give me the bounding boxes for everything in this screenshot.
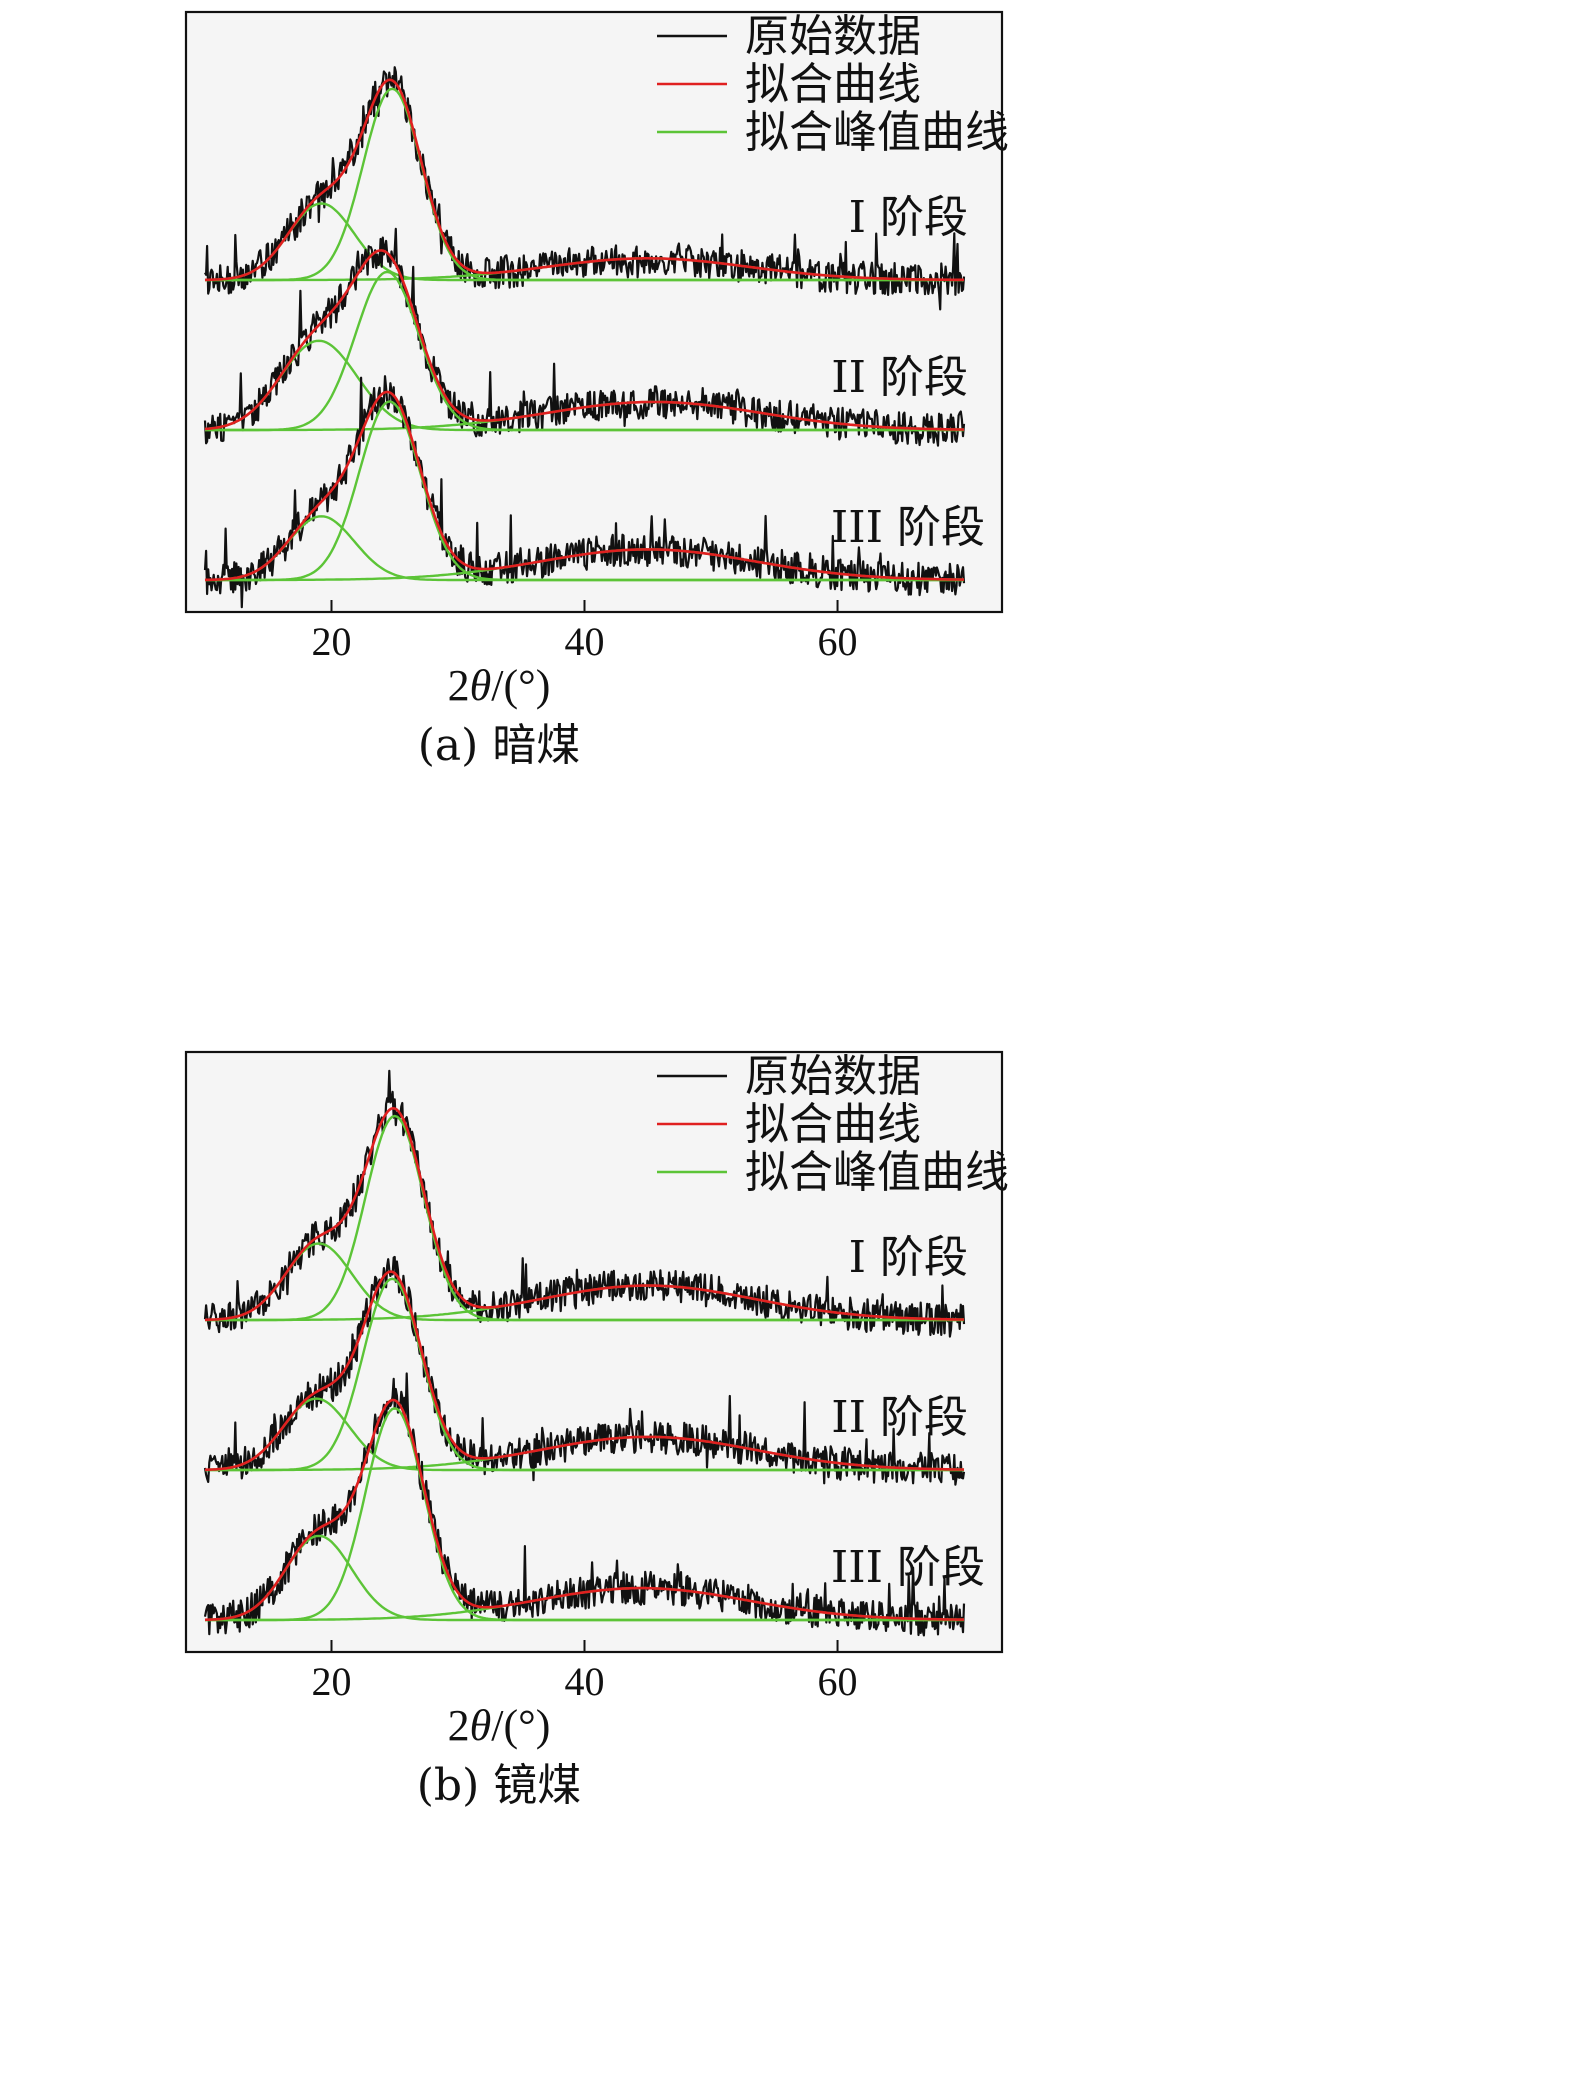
x-tick-label-20: 20 [311, 1659, 351, 1704]
plot-area [186, 1052, 1002, 1652]
x-tick-label-60: 60 [818, 619, 858, 664]
x-axis-label: 2θ/(°) [448, 661, 551, 710]
stage-label-1: I 阶段 [849, 192, 968, 243]
fit-line-2 [204, 249, 965, 431]
raw-data-line-2 [203, 227, 966, 447]
stage-label-3: III 阶段 [831, 502, 985, 553]
raw-data-line-1 [203, 1069, 966, 1338]
peak-fit-line-1-2 [205, 87, 964, 282]
legend-label-2: 拟合曲线 [745, 1099, 921, 1150]
legend-label-3: 拟合峰值曲线 [745, 107, 1009, 158]
raw-data-line-3 [203, 1372, 966, 1637]
stage-label-1: I 阶段 [849, 1232, 968, 1283]
x-tick-label-60: 60 [818, 1659, 858, 1704]
x-tick-label-20: 20 [311, 619, 351, 664]
fit-line-1 [205, 1106, 964, 1322]
peak-fit-line-2-2 [205, 270, 964, 432]
x-axis-label: 2θ/(°) [448, 1701, 551, 1750]
raw-data-line-3 [203, 375, 966, 609]
legend-label-2: 拟合曲线 [745, 59, 921, 110]
legend-label-1: 原始数据 [745, 11, 921, 62]
fit-line-3 [204, 390, 964, 582]
fit-line-2 [204, 1270, 965, 1472]
raw-data-line-1 [204, 66, 966, 311]
fit-line-3 [204, 1398, 964, 1622]
chart-panel-b: I 阶段 II 阶段 III 阶段 20 40 60 原始数据 拟合曲线 拟合峰值曲线 2θ/(°… [0, 1040, 1575, 2080]
peak-fit-line-3-2 [205, 1407, 964, 1622]
peak-fit-line-2-2 [205, 1277, 964, 1472]
legend-label-3: 拟合峰值曲线 [745, 1147, 1009, 1198]
figure-caption: (b) 镜煤 [417, 1760, 581, 1811]
plot-frame [184, 10, 1004, 614]
stage-label-2: II 阶段 [831, 352, 968, 403]
legend-label-1: 原始数据 [745, 1051, 921, 1102]
x-tick-label-40: 40 [565, 1659, 605, 1704]
stage-label-3: III 阶段 [831, 1542, 985, 1593]
peak-fit-line-1-2 [205, 1114, 964, 1322]
plot-frame [184, 1050, 1004, 1654]
chart-panel-a: I 阶段 II 阶段 III 阶段 20 40 60 原始数据 拟合曲线 拟合峰值曲线 2θ/(°… [184, 10, 1009, 771]
plot-area [186, 12, 1002, 612]
peak-fit-line-3-2 [205, 400, 964, 582]
raw-data-line-2 [203, 1255, 966, 1486]
x-tick-label-40: 40 [565, 619, 605, 664]
stage-label-2: II 阶段 [831, 1392, 968, 1443]
figure-caption: (a) 暗煤 [418, 720, 581, 771]
fit-line-1 [204, 78, 964, 282]
